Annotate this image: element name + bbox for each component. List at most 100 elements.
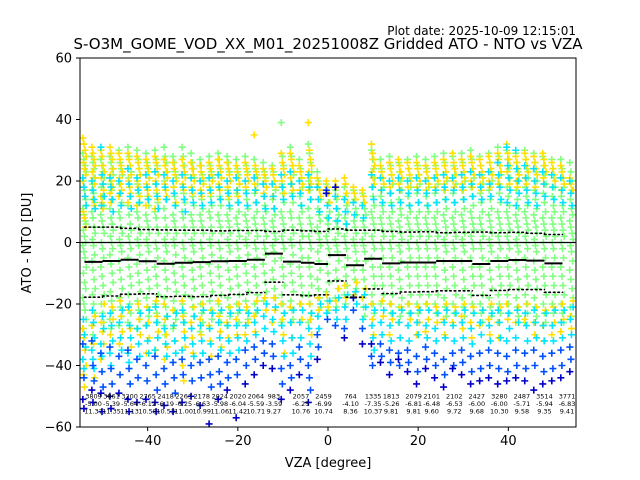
scatter-point-blue	[405, 358, 413, 366]
scatter-point-light-green	[242, 297, 250, 305]
scatter-point-navy	[458, 371, 466, 379]
scatter-point-light-green	[496, 245, 504, 253]
scatter-point-light-green	[503, 291, 511, 299]
scatter-point-cyan	[566, 315, 574, 323]
scatter-point-light-green	[98, 272, 106, 280]
scatter-point-blue	[340, 325, 348, 333]
scatter-point-blue	[305, 374, 313, 382]
scatter-point-light-green	[548, 214, 556, 222]
scatter-point-blue	[269, 352, 277, 360]
scatter-point-yellow	[88, 168, 96, 176]
scatter-point-navy	[178, 398, 186, 406]
scatter-point-cyan	[389, 309, 397, 317]
scatter-point-yellow	[376, 162, 384, 170]
scatter-point-light-green	[279, 272, 287, 280]
scatter-point-cyan	[263, 300, 271, 308]
scatter-point-light-green	[181, 254, 189, 262]
scatter-point-light-green	[433, 282, 441, 290]
scatter-point-light-green	[268, 266, 276, 274]
scatter-point-cyan	[512, 334, 520, 342]
scatter-point-yellow	[459, 325, 467, 333]
scatter-point-light-green	[118, 285, 126, 293]
scatter-point-light-green	[504, 263, 512, 271]
scatter-point-cyan	[80, 355, 87, 363]
scatter-point-cyan	[377, 318, 385, 326]
scatter-point-cyan	[252, 331, 260, 339]
scatter-point-light-green	[512, 235, 520, 243]
scatter-point-light-green	[370, 202, 378, 210]
scatter-point-light-green	[407, 232, 415, 240]
scatter-point-light-green	[151, 263, 159, 271]
scatter-point-light-green	[413, 214, 421, 222]
scatter-point-light-green	[305, 291, 313, 299]
scatter-point-yellow	[515, 171, 523, 179]
scatter-point-yellow	[179, 312, 187, 320]
scatter-point-light-green	[298, 208, 306, 216]
scatter-point-light-green	[305, 214, 313, 222]
scatter-point-cyan	[405, 337, 413, 345]
scatter-point-cyan	[206, 186, 214, 194]
bin-std-label: 8.36	[343, 407, 357, 415]
scatter-point-light-green	[153, 245, 161, 253]
scatter-point-blue	[233, 371, 241, 379]
scatter-point-light-green	[314, 285, 322, 293]
scatter-point-navy	[107, 405, 115, 413]
scatter-point-cyan	[190, 312, 198, 320]
scatter-point-yellow	[80, 208, 87, 216]
scatter-point-cyan	[431, 325, 439, 333]
scatter-point-light-green	[207, 278, 215, 286]
scatter-point-light-green	[251, 272, 259, 280]
scatter-point-yellow	[142, 155, 150, 163]
scatter-point-yellow	[161, 162, 169, 170]
scatter-point-blue	[314, 343, 322, 351]
scatter-point-light-green	[521, 291, 529, 299]
scatter-point-blue	[458, 346, 466, 354]
scatter-point-light-green	[406, 208, 414, 216]
scatter-point-yellow	[91, 162, 99, 170]
scatter-point-cyan	[450, 337, 458, 345]
scatter-point-light-green	[133, 208, 141, 216]
scatter-point-cyan	[557, 174, 565, 182]
scatter-point-yellow	[106, 189, 114, 197]
scatter-point-light-green	[233, 220, 241, 228]
scatter-point-cyan	[196, 177, 204, 185]
scatter-point-light-green	[298, 254, 306, 262]
scatter-point-light-green	[434, 232, 442, 240]
scatter-point-cyan	[171, 337, 179, 345]
scatter-point-light-green	[97, 263, 105, 271]
scatter-point-cyan	[116, 189, 124, 197]
scatter-point-light-green	[281, 282, 289, 290]
scatter-point-yellow	[288, 162, 296, 170]
scatter-point-light-green	[250, 155, 258, 163]
scatter-point-light-green	[118, 229, 126, 237]
scatter-point-light-green	[277, 208, 285, 216]
scatter-point-cyan	[533, 202, 541, 210]
scatter-point-light-green	[551, 208, 559, 216]
scatter-point-light-green	[125, 211, 133, 219]
scatter-point-light-green	[144, 242, 152, 250]
scatter-point-light-green	[452, 291, 460, 299]
scatter-point-cyan	[160, 171, 168, 179]
scatter-point-cyan	[443, 306, 451, 314]
scatter-point-cyan	[414, 186, 422, 194]
scatter-point-light-green	[161, 294, 169, 302]
scatter-point-blue	[323, 315, 331, 323]
bin-std-label: 9.68	[470, 407, 484, 415]
scatter-point-cyan	[223, 177, 231, 185]
scatter-point-blue	[115, 352, 123, 360]
scatter-point-cyan	[530, 165, 538, 173]
scatter-point-yellow	[548, 159, 556, 167]
scatter-point-blue	[459, 358, 467, 366]
scatter-point-light-green	[305, 263, 313, 271]
scatter-point-yellow	[98, 152, 106, 160]
scatter-point-cyan	[404, 322, 412, 330]
scatter-point-light-green	[108, 297, 116, 305]
scatter-point-light-green	[503, 208, 511, 216]
scatter-point-cyan	[169, 177, 177, 185]
scatter-point-navy	[80, 395, 87, 403]
scatter-point-cyan	[396, 186, 404, 194]
scatter-point-cyan	[135, 340, 143, 348]
scatter-point-navy	[88, 386, 96, 394]
scatter-point-yellow	[278, 177, 286, 185]
scatter-point-light-green	[469, 245, 477, 253]
